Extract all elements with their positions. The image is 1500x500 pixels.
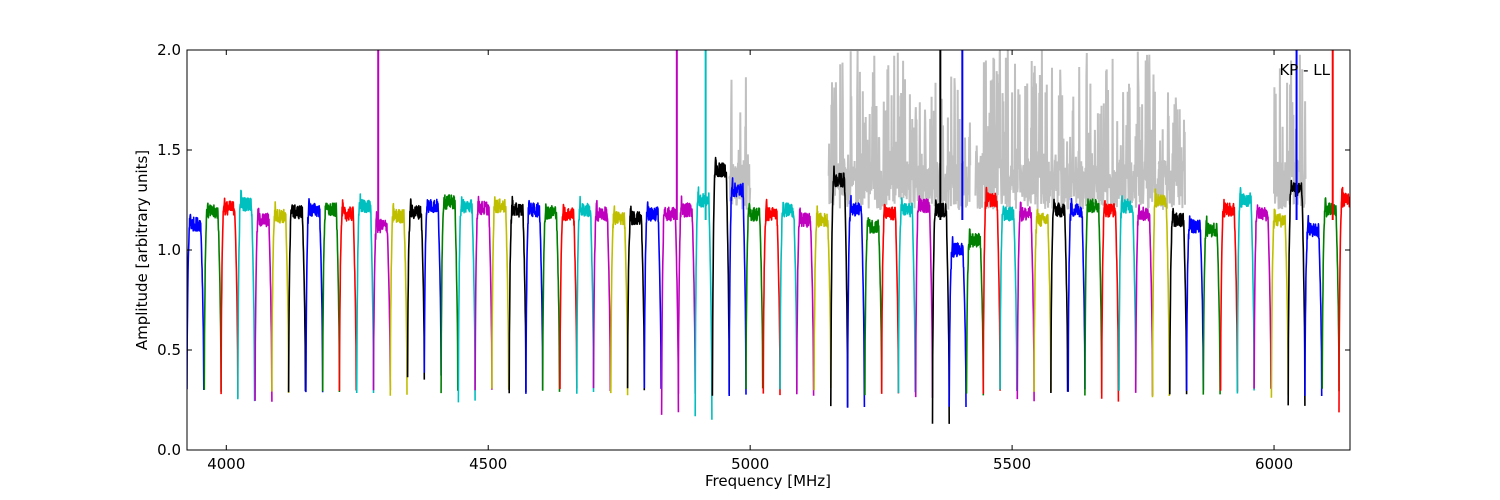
rfi-background-trace — [827, 50, 909, 211]
channel-trace-5898 — [1219, 198, 1239, 392]
channel-trace-4895 — [694, 186, 713, 420]
channel-trace-5413 — [965, 228, 985, 396]
channel-trace-4928 — [711, 156, 731, 396]
rfi-background-trace — [1157, 92, 1186, 210]
channel-trace-5283 — [897, 197, 916, 394]
x-axis-label: Frequency [MHz] — [705, 472, 831, 490]
channel-trace-5865 — [1202, 215, 1221, 395]
channel-trace-4087 — [271, 201, 290, 393]
channel-trace-5801 — [1169, 207, 1188, 395]
channel-trace-4378 — [423, 198, 442, 376]
channel-trace-5251 — [880, 203, 900, 394]
channel-trace-4604 — [541, 203, 561, 392]
channel-trace-5704 — [1118, 195, 1137, 391]
channel-trace-3958 — [203, 202, 222, 392]
channel-trace-5574 — [1050, 198, 1069, 394]
x-tick-label: 4500 — [469, 455, 507, 473]
channel-trace-4572 — [525, 199, 544, 394]
channel-trace-4216 — [338, 199, 358, 391]
channel-trace-5380 — [948, 236, 967, 408]
channel-trace-4831 — [660, 206, 680, 415]
channel-trace-4410 — [440, 194, 459, 394]
channel-trace-4701 — [592, 199, 612, 392]
channel-trace-4992 — [745, 202, 764, 390]
channel-trace-5542 — [1033, 208, 1052, 392]
channel-trace-5186 — [846, 194, 866, 408]
channel-trace-5089 — [795, 207, 815, 396]
channel-trace-4119 — [287, 204, 307, 393]
channel-trace-5768 — [1151, 188, 1171, 398]
y-tick-label: 1.5 — [157, 141, 181, 159]
channel-trace-5995 — [1270, 208, 1289, 398]
channel-trace-4249 — [355, 193, 375, 394]
channel-trace-4798 — [643, 201, 662, 389]
y-tick-label: 2.0 — [157, 41, 181, 59]
channel-trace-5316 — [914, 195, 934, 398]
channel-trace-5833 — [1185, 215, 1205, 391]
channel-trace-4022 — [237, 189, 256, 402]
channel-trace-5122 — [813, 205, 832, 391]
channel-trace-4475 — [474, 195, 493, 391]
baseline-annotation: KP - LL — [1279, 61, 1330, 79]
y-tick-label: 1.0 — [157, 241, 181, 259]
channel-trace-5639 — [1084, 198, 1103, 396]
channel-trace-3925 — [187, 213, 205, 391]
channel-trace-5736 — [1134, 204, 1154, 396]
channel-trace-4346 — [406, 198, 426, 380]
x-tick-label: 6000 — [1255, 455, 1293, 473]
axis-ticks: 4000 4500 5000 5500 6000 0.0 0.5 1.0 1.5 2.0 — [157, 41, 1350, 473]
channel-trace-3990 — [220, 197, 239, 398]
channel-trace-6092 — [1321, 197, 1340, 392]
channel-trace-5930 — [1236, 186, 1255, 394]
channel-trace-6124 — [1338, 186, 1350, 413]
channel-trace-4540 — [508, 195, 527, 394]
channel-trace-5962 — [1253, 204, 1272, 389]
channel-trace-4669 — [575, 195, 595, 394]
channel-trace-4184 — [321, 202, 341, 393]
y-tick-label: 0.0 — [157, 441, 181, 459]
x-tick-label: 5000 — [731, 455, 769, 473]
channel-trace-4766 — [626, 205, 646, 391]
channel-trace-6059 — [1304, 214, 1323, 397]
channel-trace-5154 — [829, 165, 849, 408]
channel-trace-5607 — [1067, 197, 1086, 392]
channel-trace-4507 — [491, 196, 510, 390]
channel-trace-5510 — [1016, 201, 1035, 402]
channel-trace-4313 — [389, 202, 408, 396]
channel-trace-4152 — [305, 198, 324, 393]
channel-trace-5348 — [931, 199, 951, 424]
channel-trace-5057 — [779, 201, 798, 391]
rfi-background-trace — [906, 76, 972, 210]
channel-trace-4960 — [728, 177, 747, 397]
plot-area — [187, 50, 1350, 424]
channel-trace-4055 — [254, 207, 273, 402]
rfi-background-trace — [974, 50, 1160, 211]
y-axis-label: Amplitude [arbitrary units] — [133, 150, 151, 350]
channel-trace-5219 — [864, 217, 883, 396]
channel-trace-5671 — [1100, 200, 1120, 402]
x-tick-label: 5500 — [993, 455, 1031, 473]
channel-trace-4443 — [457, 196, 476, 403]
channel-trace-4734 — [609, 205, 629, 396]
channel-trace-5025 — [762, 198, 781, 396]
y-tick-label: 0.5 — [157, 341, 181, 359]
channel-trace-4637 — [559, 203, 578, 390]
x-tick-label: 4000 — [207, 455, 245, 473]
channel-trace-4281 — [372, 211, 392, 391]
channel-trace-5445 — [982, 186, 1001, 394]
channel-trace-5477 — [999, 205, 1018, 392]
channel-trace-4863 — [677, 195, 696, 394]
